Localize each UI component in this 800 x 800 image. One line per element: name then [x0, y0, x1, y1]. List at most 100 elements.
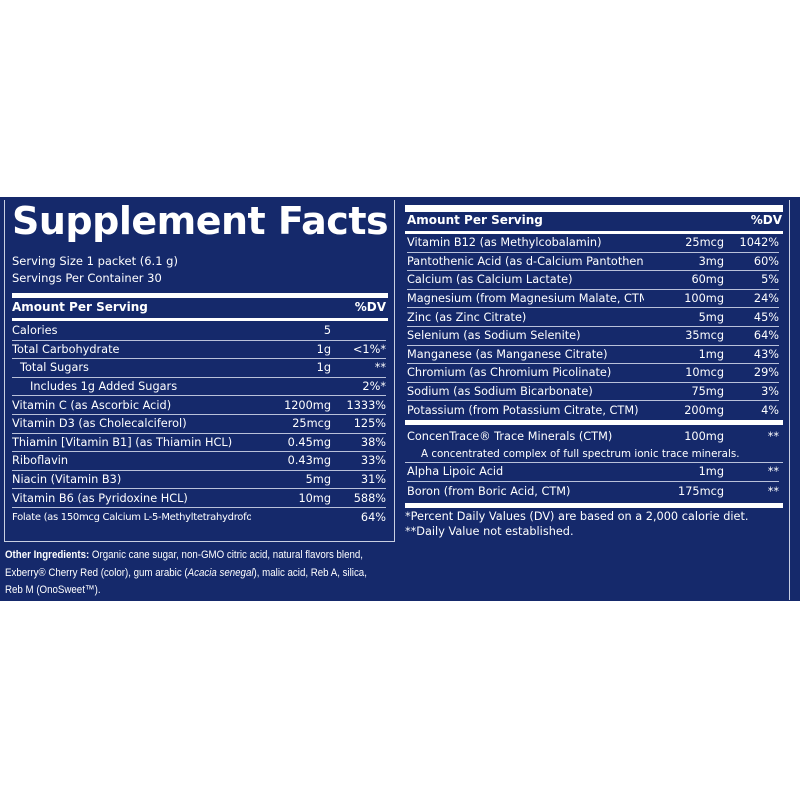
nutrient-name: Vitamin D3 (as Cholecalciferol) [12, 417, 187, 431]
nutrient-name: Calcium (as Calcium Lactate) [407, 273, 573, 287]
nutrient-dv: ** [767, 465, 779, 479]
right-divider [789, 200, 790, 600]
nutrient-amount: 25mcg [685, 236, 724, 250]
nutrient-row: Zinc (as Zinc Citrate) 5mg 45% [407, 308, 779, 327]
nutrient-amount: 0.45mg [287, 435, 331, 449]
nutrient-dv: 31% [360, 473, 386, 487]
nutrient-name: Calories [12, 324, 58, 338]
thick-divider [405, 503, 783, 508]
nutrient-dv: 588% [353, 491, 386, 505]
ctm-block: ConcenTrace® Trace Minerals (CTM) 100mg … [407, 427, 779, 462]
nutrient-name: Riboflavin [12, 454, 69, 468]
nutrient-name: Potassium (from Potassium Citrate, CTM) [407, 404, 639, 418]
nutrient-amount: 175mcg [678, 485, 724, 499]
nutrient-name: Total Carbohydrate [12, 342, 120, 356]
nutrient-amount: 0.43mg [287, 454, 331, 468]
nutrient-dv: 1333% [346, 398, 386, 412]
nutrient-dv: 43% [753, 347, 779, 361]
nutrient-amount: 5 [323, 324, 331, 338]
nutrient-row: Sodium (as Sodium Bicarbonate) 75mg 3% [407, 383, 779, 402]
nutrient-amount: 100mg [684, 429, 724, 443]
nutrient-dv: 64% [753, 329, 779, 343]
right-nutrient-table: Vitamin B12 (as Methylcobalamin) 25mcg 104… [407, 234, 779, 420]
nutrient-name: ConcenTrace® Trace Minerals (CTM) [407, 429, 613, 443]
nutrient-dv: 45% [753, 310, 779, 324]
divider [405, 231, 783, 234]
nutrient-dv: ** [374, 361, 386, 375]
supplement-facts-panel [0, 197, 800, 601]
thick-divider [405, 205, 783, 212]
nutrient-row: Total Sugars 1g ** [12, 359, 386, 378]
nutrient-amount: 1g [316, 342, 331, 356]
nutrient-name: Boron (from Boric Acid, CTM) [407, 485, 571, 499]
nutrient-row: Total Carbohydrate 1g <1%* [12, 341, 386, 360]
nutrient-dv: 64% [360, 510, 386, 524]
nutrient-amount: 10mcg [685, 366, 724, 380]
nutrient-dv: 2%* [362, 380, 386, 394]
nutrient-row: Potassium (from Potassium Citrate, CTM) 2… [407, 401, 779, 420]
nutrient-amount: 1mg [698, 465, 724, 479]
left-nutrient-table: Calories 5 Total Carbohydrate 1g <1%* Total S… [12, 322, 386, 527]
nutrient-dv: <1%* [352, 342, 386, 356]
other-ingredients-text-2: ), malic acid, Reb A, silica, Reb M (Ono… [5, 566, 367, 597]
footnote-dv: *Percent Daily Values (DV) are based on … [405, 510, 749, 523]
nutrient-amount: 10mg [298, 491, 331, 505]
nutrient-name: Vitamin B6 (as Pyridoxine HCL) [12, 491, 188, 505]
nutrient-amount: 75mg [691, 385, 724, 399]
nutrient-name: Includes 1g Added Sugars [30, 380, 178, 394]
nutrient-amount: 1200mg [284, 398, 331, 412]
nutrient-dv: 3% [761, 385, 779, 399]
nutrient-name: Selenium (as Sodium Selenite) [407, 329, 581, 343]
nutrient-dv: 4% [761, 404, 779, 418]
other-ingredients-text: Organic cane sugar, non-GMO citric acid,… [5, 549, 363, 579]
other-ingredients-label: Other Ingredients: [5, 549, 90, 561]
right-nutrient-table-2: Alpha Lipoic Acid 1mg ** Boron (from Boric … [407, 463, 779, 502]
left-header: Amount Per Serving %DV [12, 300, 386, 314]
nutrient-dv: ** [767, 429, 779, 443]
nutrient-row: Vitamin C (as Ascorbic Acid) 1200mg 1333% [12, 396, 386, 415]
nutrient-amount: 1g [316, 361, 331, 375]
nutrient-dv: ** [767, 485, 779, 499]
thick-divider [12, 293, 388, 298]
nutrient-row: Folate (as 150mcg Calcium L-5-Methyltetr… [12, 508, 386, 527]
nutrient-name: Alpha Lipoic Acid [407, 465, 504, 479]
nutrient-dv: 5% [761, 273, 779, 287]
nutrient-amount: 100mg [684, 292, 724, 306]
nutrient-row: Manganese (as Manganese Citrate) 1mg 43% [407, 346, 779, 365]
nutrient-row: Alpha Lipoic Acid 1mg ** [407, 463, 779, 482]
nutrient-dv: 29% [753, 366, 779, 380]
nutrient-name: Vitamin B12 (as Methylcobalamin) [407, 236, 602, 250]
nutrient-row: Vitamin B6 (as Pyridoxine HCL) 10mg 588% [12, 489, 386, 508]
nutrient-name: Sodium (as Sodium Bicarbonate) [407, 385, 593, 399]
ctm-note: A concentrated complex of full spectrum … [407, 446, 779, 462]
nutrient-row: Selenium (as Sodium Selenite) 35mcg 64% [407, 327, 779, 346]
amount-header: Amount Per Serving [407, 213, 543, 227]
nutrient-row: Includes 1g Added Sugars 2%* [12, 378, 386, 397]
nutrient-name: Pantothenic Acid (as d-Calcium Pantothen… [407, 254, 644, 268]
nutrient-name: Magnesium (from Magnesium Malate, CTM) [407, 292, 644, 306]
serving-size: Serving Size 1 packet (6.1 g) [12, 254, 178, 268]
nutrient-name: Zinc (as Zinc Citrate) [407, 310, 527, 324]
nutrient-row: Magnesium (from Magnesium Malate, CTM) 10… [407, 290, 779, 309]
servings-per-container: Servings Per Container 30 [12, 271, 162, 285]
left-panel-border [4, 200, 395, 542]
nutrient-row: Boron (from Boric Acid, CTM) 175mcg ** [407, 482, 779, 502]
nutrient-dv: 60% [753, 254, 779, 268]
nutrient-amount: 25mcg [292, 417, 331, 431]
nutrient-name: Manganese (as Manganese Citrate) [407, 347, 608, 361]
nutrient-name: Thiamin [Vitamin B1] (as Thiamin HCL) [12, 435, 233, 449]
ctm-note-text: A concentrated complex of full spectrum … [421, 447, 740, 460]
nutrient-name: Chromium (as Chromium Picolinate) [407, 366, 612, 380]
nutrient-amount: 1mg [698, 347, 724, 361]
nutrient-row: Thiamin [Vitamin B1] (as Thiamin HCL) 0.4… [12, 434, 386, 453]
divider [12, 318, 388, 321]
amount-header: Amount Per Serving [12, 300, 148, 314]
nutrient-row: Calcium (as Calcium Lactate) 60mg 5% [407, 271, 779, 290]
nutrient-amount: 5mg [698, 310, 724, 324]
nutrient-row: Riboflavin 0.43mg 33% [12, 452, 386, 471]
nutrient-row: Niacin (Vitamin B3) 5mg 31% [12, 471, 386, 490]
nutrient-amount: 3mg [698, 254, 724, 268]
nutrient-amount: 60mg [691, 273, 724, 287]
panel-title: Supplement Facts [12, 199, 389, 243]
nutrient-name: Folate (as 150mcg Calcium L-5-Methyltetr… [12, 511, 251, 523]
